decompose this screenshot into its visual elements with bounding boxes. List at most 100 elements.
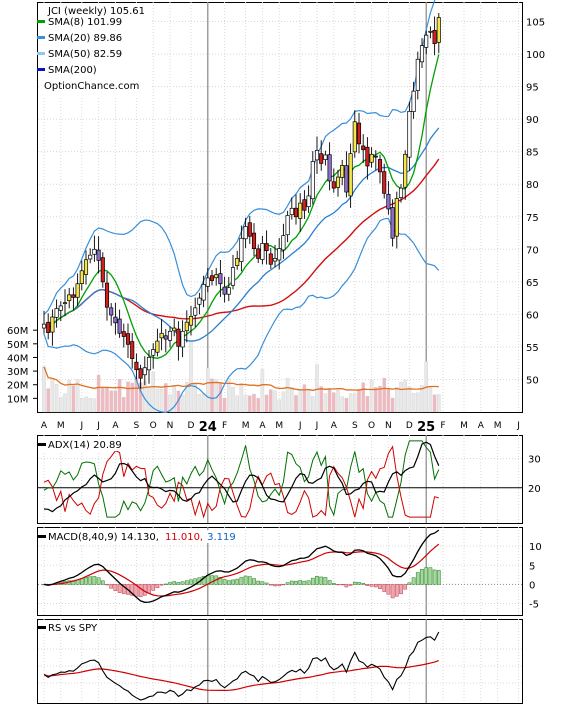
legend-swatch-sma8 <box>37 20 45 23</box>
macd-histogram-bar <box>138 584 143 598</box>
macd-histogram-bar <box>176 582 181 585</box>
macd-histogram-bar <box>260 581 265 585</box>
rs-legend-swatch <box>38 626 46 629</box>
x-tick-label: A <box>112 421 119 431</box>
candle-body <box>172 327 177 332</box>
macd-histogram-bar <box>268 584 273 586</box>
legend-swatch-sma50 <box>37 52 45 55</box>
y-tick-label: 85 <box>526 148 539 159</box>
macd-signal-line <box>43 543 440 597</box>
candle-body <box>260 243 265 260</box>
volume-bar <box>311 396 315 413</box>
candle-body <box>209 275 215 281</box>
macd-histogram-bar <box>331 583 336 585</box>
candle-body <box>214 274 219 279</box>
macd-histogram-bar <box>256 580 261 585</box>
macd-histogram-bar <box>184 580 189 585</box>
candle-body <box>67 294 72 302</box>
candle-body <box>247 222 252 237</box>
volume-bar <box>222 397 227 413</box>
volume-bar <box>369 379 374 413</box>
legend-swatch-sma200 <box>37 68 45 71</box>
volume-tick-label: 20M <box>7 381 28 392</box>
macd-histogram-bar <box>315 576 319 585</box>
candle-body <box>201 284 206 301</box>
x-tick-label: S <box>352 421 358 431</box>
macd-panel-frame <box>37 527 523 616</box>
volume-bar <box>92 398 97 413</box>
candle-body <box>365 146 370 167</box>
macd-histogram-bar <box>319 576 324 585</box>
legend-sma20: SMA(20) 89.86 <box>48 33 122 44</box>
candle-body <box>104 282 110 308</box>
macd-histogram-bar <box>159 584 164 586</box>
volume-bar <box>336 390 340 413</box>
y-tick-label: 70 <box>526 245 539 256</box>
macd-histogram-bar <box>231 579 235 585</box>
candle-body <box>306 195 311 208</box>
candle-body <box>314 150 320 161</box>
rs-panel-frame <box>37 619 523 704</box>
candle-body <box>335 176 341 188</box>
macd-legend-label: MACD(8,40,9) 14.130, 11.010, 3.119 <box>48 532 236 543</box>
legend-title: JCI (weekly) 105.61 <box>47 6 145 17</box>
volume-bar <box>390 397 395 413</box>
volume-bar <box>147 386 151 413</box>
macd-histogram-bar <box>390 584 395 599</box>
x-tick-label: M <box>460 421 468 431</box>
x-tick-label: M <box>57 421 65 431</box>
macd-histogram-bar <box>239 577 244 585</box>
macd-histogram-bar <box>428 567 433 585</box>
macd-histogram-bar <box>252 578 256 585</box>
candle-body <box>130 341 135 359</box>
volume-bar <box>285 378 290 413</box>
candle-body <box>79 270 84 284</box>
rs-lines <box>38 631 522 701</box>
rs-legend-label: RS vs SPY <box>48 623 98 634</box>
volume-bar <box>80 397 84 413</box>
rs-legend-background <box>39 621 105 634</box>
candle-body <box>403 153 408 188</box>
adx-legend-label: ADX(14) 20.89 <box>48 440 122 451</box>
volume-bar <box>403 379 407 413</box>
volume-bar <box>365 395 370 413</box>
volume-tick-label: 60M <box>7 326 28 337</box>
y-tick-label: 95 <box>526 83 539 94</box>
y-tick-label: 75 <box>526 213 539 224</box>
macd-histogram-bar <box>172 581 177 585</box>
volume-bar <box>210 378 214 413</box>
macd-histogram-bar <box>273 584 277 587</box>
macd-histogram-bar <box>130 584 135 596</box>
x-tick-label: J <box>96 421 100 431</box>
volume-tick-label: 40M <box>7 353 28 364</box>
legend-sma8: SMA(8) 101.99 <box>48 17 122 28</box>
candle-body <box>302 199 307 211</box>
candle-body <box>419 45 425 63</box>
x-tick-label: J <box>79 421 83 431</box>
candle-body <box>96 249 101 261</box>
volume-bar <box>437 394 441 413</box>
candle-body <box>50 316 55 333</box>
legend-sma50: SMA(50) 82.59 <box>48 49 122 60</box>
candle-body <box>71 294 76 298</box>
volume-tick-label: 10M <box>7 394 28 405</box>
candle-body <box>62 302 68 305</box>
macd-histogram-bar <box>394 584 399 597</box>
macd-histogram-bar <box>348 584 353 586</box>
adx-legend-swatch <box>38 443 46 446</box>
candle-body <box>188 315 194 326</box>
volume-bar <box>323 393 328 413</box>
volume-bar <box>432 394 437 413</box>
candle-body <box>373 155 378 158</box>
macd-histogram-bar <box>306 580 311 585</box>
volume-bar <box>315 364 319 413</box>
volume-bar <box>416 392 420 413</box>
macd-histogram-bar <box>277 584 282 587</box>
adx-legend-background <box>39 438 117 451</box>
volume-bar <box>319 386 323 413</box>
volume-bar <box>260 369 265 413</box>
volume-average-line <box>43 366 439 392</box>
adx-legend: ADX(14) 20.89 <box>38 438 122 451</box>
macd-histogram-bar <box>432 569 437 585</box>
volume-bar <box>71 385 76 413</box>
